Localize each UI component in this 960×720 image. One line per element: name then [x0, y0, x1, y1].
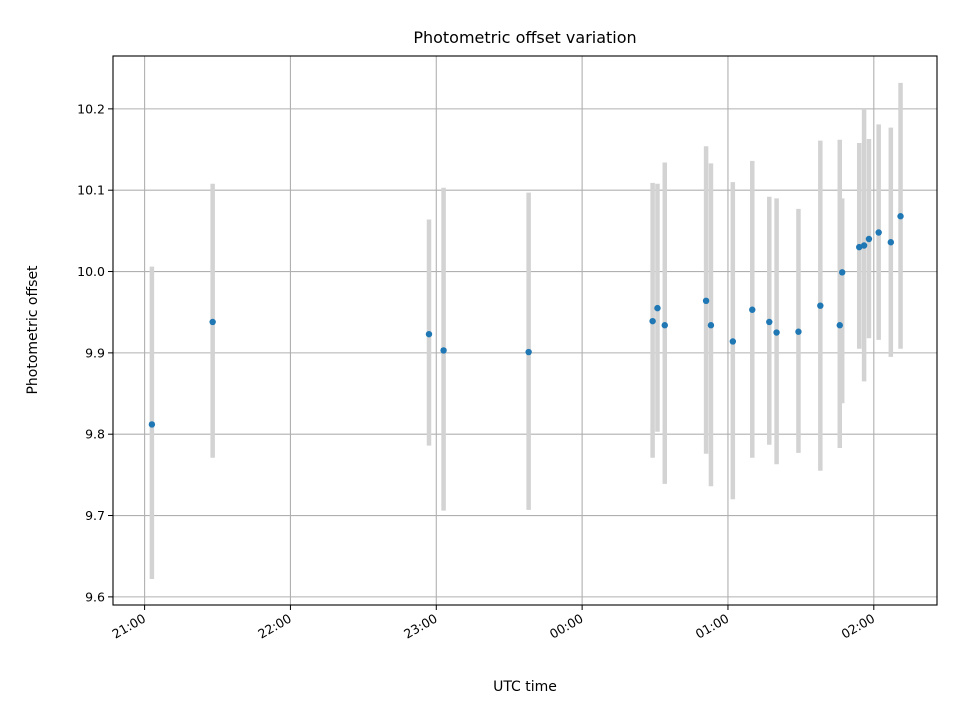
data-point — [525, 348, 532, 356]
y-tick-label: 9.6 — [85, 589, 105, 604]
data-point — [729, 338, 737, 345]
data-point — [773, 329, 780, 336]
y-tick-label: 9.7 — [85, 508, 105, 523]
data-point — [425, 330, 433, 338]
data-point — [209, 318, 216, 326]
tick-layer: 21:00 22:00 23:00 00:00 01:00 02:00 9.6 9.7 9.8 9… — [77, 101, 877, 641]
data-point — [887, 239, 895, 246]
data-point — [836, 322, 843, 329]
point-layer — [148, 213, 904, 428]
data-point — [654, 304, 661, 312]
x-tick-label: 21:00 — [109, 611, 148, 642]
x-tick-label: 23:00 — [401, 611, 440, 642]
y-tick-label: 10.2 — [77, 101, 105, 116]
x-tick-label: 00:00 — [547, 611, 586, 642]
plot-frame — [112, 55, 938, 606]
data-point — [649, 317, 656, 325]
y-tick-label: 10.0 — [77, 264, 105, 279]
data-point — [702, 297, 710, 305]
data-point — [749, 306, 756, 313]
x-tick-label: 22:00 — [255, 611, 294, 642]
data-point — [440, 347, 447, 354]
data-point — [661, 322, 668, 329]
grid-layer — [113, 56, 937, 605]
data-point — [817, 302, 824, 309]
data-point — [839, 269, 846, 276]
y-tick-label: 10.1 — [77, 183, 105, 198]
chart-title: Photometric offset variation — [413, 28, 636, 47]
x-axis-label: UTC time — [493, 679, 557, 695]
data-point — [795, 328, 802, 335]
y-axis-label: Photometric offset — [25, 265, 41, 395]
x-tick-label: 01:00 — [693, 611, 732, 642]
data-point — [766, 318, 773, 326]
data-point — [865, 235, 873, 243]
data-point — [897, 213, 904, 220]
data-point — [875, 229, 882, 236]
data-point — [856, 243, 863, 251]
data-point — [860, 242, 868, 249]
x-tick-label: 02:00 — [839, 611, 878, 642]
y-tick-label: 9.8 — [85, 427, 105, 442]
y-tick-label: 9.9 — [85, 345, 105, 360]
data-point — [148, 421, 156, 428]
data-point — [707, 322, 715, 329]
errorbar-layer — [149, 82, 903, 579]
